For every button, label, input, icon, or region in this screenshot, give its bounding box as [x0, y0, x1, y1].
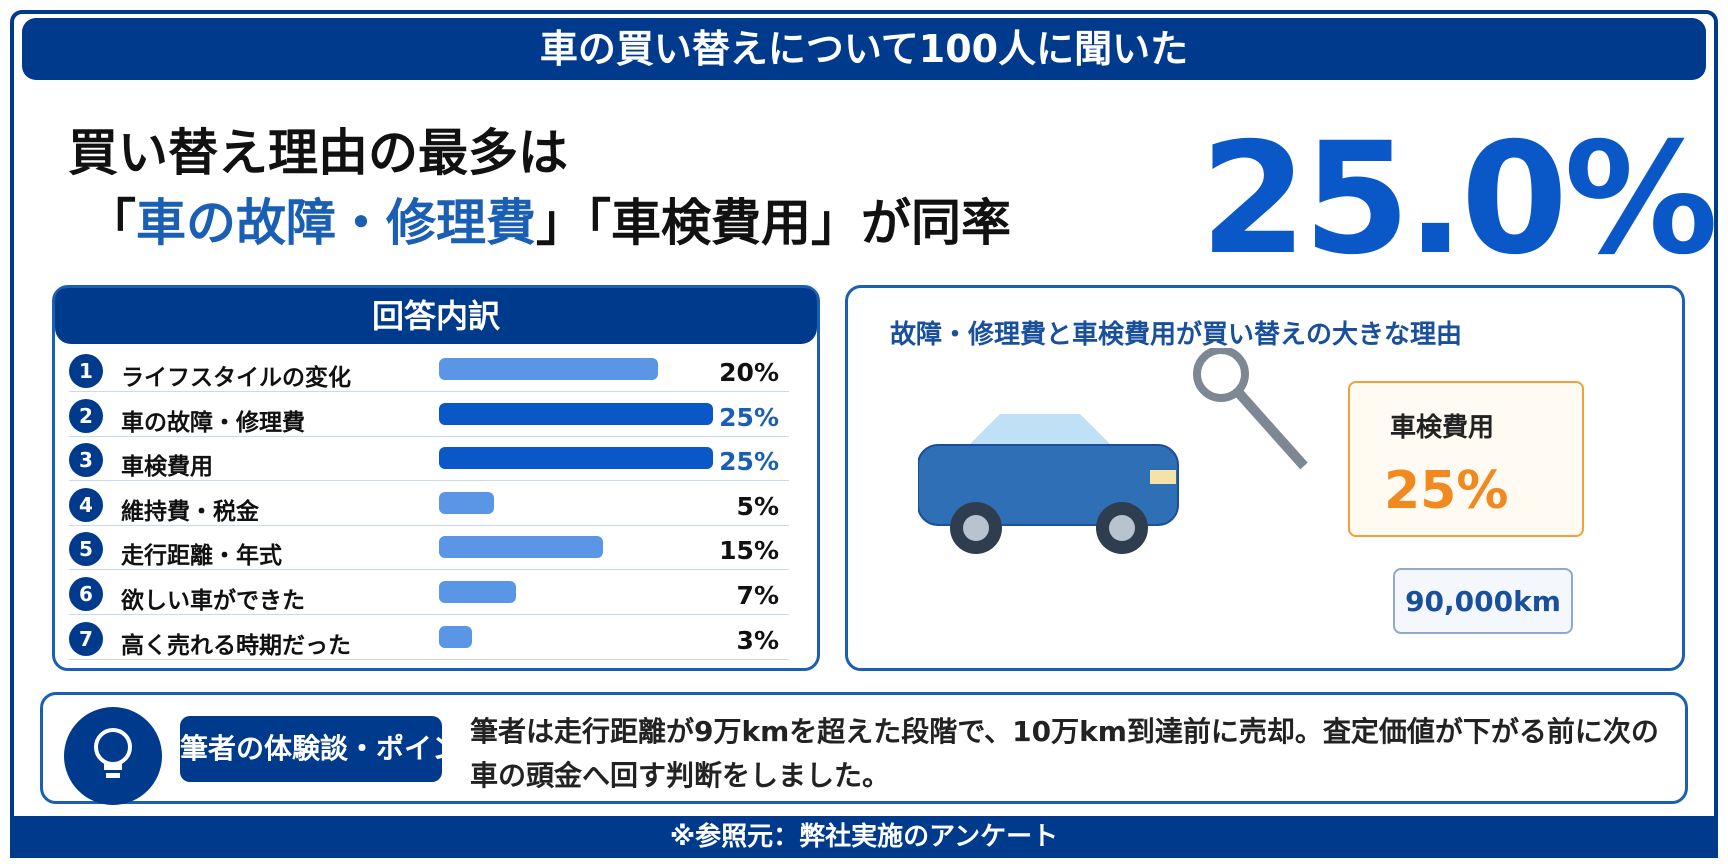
reason-label: 欲しい車ができた — [121, 588, 305, 614]
inspection-card: 車検費用 25% — [1348, 381, 1584, 537]
breakdown-row: 1 ライフスタイルの変化 20% — [69, 348, 789, 392]
reason-label: 車の故障・修理費 — [121, 409, 305, 436]
headline-line1: 買い替え理由の最多は — [68, 124, 568, 182]
reason-percent: 25% — [719, 402, 779, 432]
note-tag: 筆者の体験談・ポイント — [180, 716, 442, 782]
rank-badge: 4 — [69, 487, 103, 522]
reason-label: ライフスタイルの変化 — [121, 365, 351, 391]
breakdown-title: 回答内訳 — [55, 288, 817, 344]
illustration-title: 故障・修理費と車検費用が買い替えの大きな理由 — [890, 320, 1463, 350]
reason-bar — [439, 581, 516, 603]
breakdown-row: 2 車の故障・修理費 25% — [69, 393, 789, 437]
note-text: 筆者は走行距離が9万kmを超えた段階で、10万km到達前に売却。査定価値が下がる… — [470, 715, 1659, 792]
reason-label: 車検費用 — [121, 454, 213, 481]
reason-bar — [439, 402, 713, 425]
headline-big-value: 25.0% — [1200, 110, 1718, 289]
breakdown-row: 5 走行距離・年式 15% — [69, 526, 789, 571]
reason-label: 維持費・税金 — [121, 498, 259, 525]
headline-bracket: 「 — [86, 194, 136, 252]
reason-bar — [439, 491, 494, 514]
headline-highlight: 車の故障・修理費 — [136, 194, 536, 252]
breakdown-row: 4 維持費・税金 5% — [69, 482, 789, 526]
lightbulb-icon — [94, 728, 132, 778]
rank-badge: 5 — [69, 532, 103, 567]
car-icon — [918, 414, 1179, 554]
rank-badge: 2 — [69, 398, 103, 433]
headline-rest: 」「車検費用」が同率 — [536, 194, 1011, 252]
reason-percent: 5% — [736, 491, 779, 521]
rank-badge: 1 — [69, 354, 103, 388]
reason-percent: 3% — [736, 625, 779, 655]
reason-bar — [439, 447, 713, 470]
reason-percent: 7% — [736, 581, 779, 610]
reason-percent: 25% — [719, 447, 779, 477]
reason-percent: 15% — [719, 536, 779, 566]
inspection-card-value: 25% — [1384, 461, 1509, 521]
lightbulb-badge — [64, 707, 162, 805]
illustration-panel: 故障・修理費と車検費用が買い替えの大きな理由 車検費用 25% 90,000km — [845, 285, 1685, 671]
reason-bar — [439, 358, 659, 380]
rank-badge: 7 — [69, 621, 103, 656]
reason-label: 走行距離・年式 — [121, 543, 282, 570]
car-illustration — [918, 348, 1308, 554]
breakdown-row: 7 高く売れる時期だった 3% — [69, 616, 789, 660]
reason-bar — [439, 536, 604, 559]
reason-bar — [439, 625, 472, 648]
inspection-card-label: 車検費用 — [1390, 413, 1495, 443]
reason-percent: 20% — [719, 358, 779, 387]
reason-label: 高く売れる時期だった — [121, 632, 351, 659]
headline: 買い替え理由の最多は 「車の故障・修理費」「車検費用」が同率 — [68, 118, 1011, 258]
breakdown-row: 6 欲しい車ができた 7% — [69, 571, 789, 615]
rank-badge: 6 — [69, 577, 103, 611]
rank-badge: 3 — [69, 443, 103, 478]
mileage-badge: 90,000km — [1393, 568, 1573, 634]
breakdown-row: 3 車検費用 25% — [69, 437, 789, 482]
headline-line2: 「車の故障・修理費」「車検費用」が同率 — [86, 188, 1011, 258]
magnifier-icon — [1193, 348, 1308, 470]
breakdown-panel: 回答内訳 1 ライフスタイルの変化 20% 2 車の故障・修理費 25% 3 車検費用 25% 4… — [52, 285, 820, 671]
page-title: 車の買い替えについて100人に聞いた — [22, 18, 1706, 80]
source-footer: ※参照元：弊社実施のアンケート — [10, 816, 1718, 858]
